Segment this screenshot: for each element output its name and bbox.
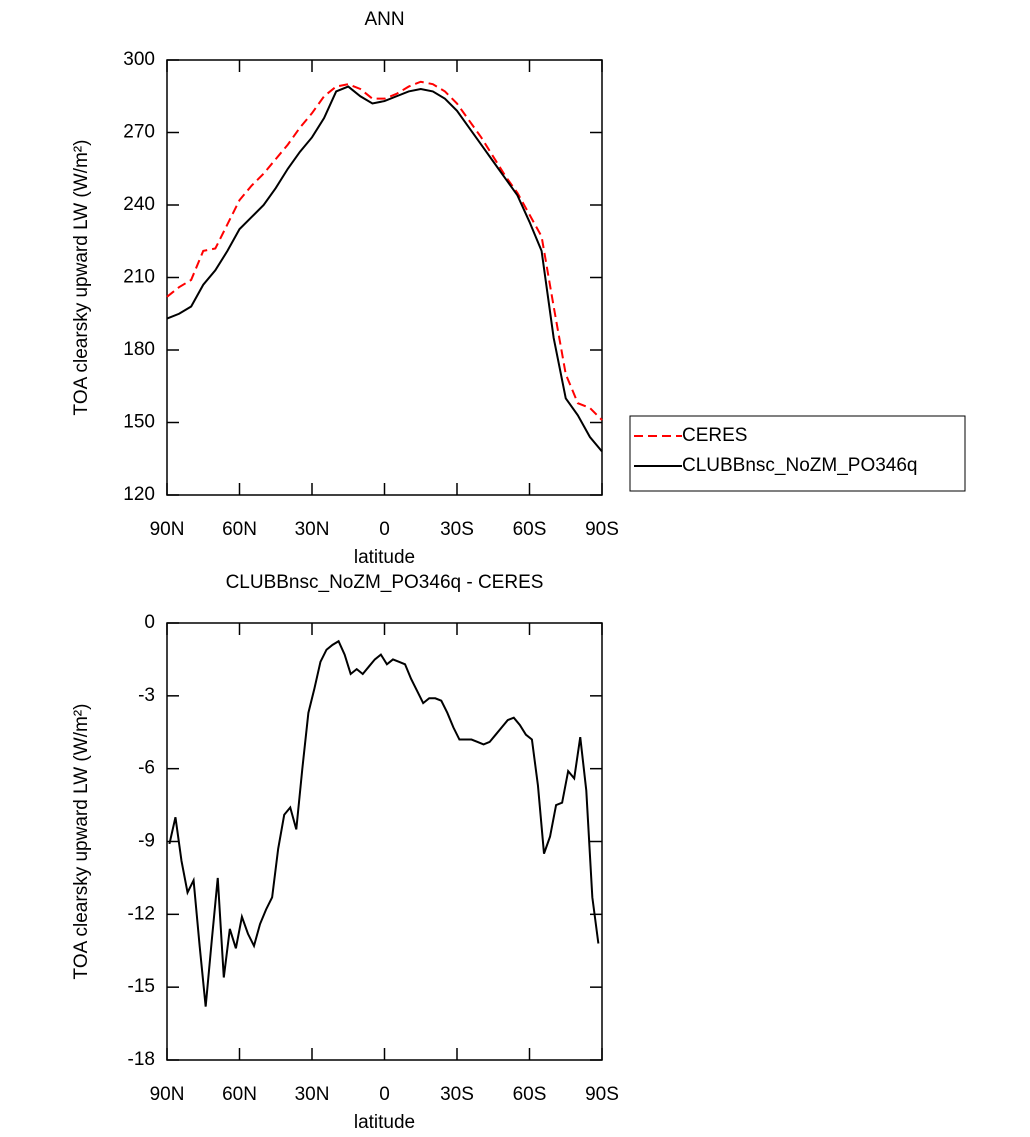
x-tick-label: 30S — [440, 1084, 474, 1105]
y-tick-label: -9 — [138, 831, 155, 852]
x-tick-label: 90N — [150, 1084, 185, 1105]
x-tick-label: 90S — [585, 519, 619, 540]
x-tick-label: 90S — [585, 1084, 619, 1105]
y-tick-label: 150 — [123, 412, 155, 433]
legend-label: CERES — [682, 425, 747, 446]
y-tick-label: 210 — [123, 267, 155, 288]
chart-title: ANN — [364, 9, 404, 30]
y-tick-label: -6 — [138, 758, 155, 779]
x-axis-label: latitude — [354, 547, 415, 568]
x-tick-label: 60S — [513, 1084, 547, 1105]
x-tick-label: 60N — [222, 519, 257, 540]
x-tick-label: 60S — [513, 519, 547, 540]
y-tick-label: 240 — [123, 194, 155, 215]
y-tick-label: -15 — [128, 976, 155, 997]
y-tick-label: 270 — [123, 122, 155, 143]
x-tick-label: 30S — [440, 519, 474, 540]
plot-frame — [166, 59, 603, 496]
x-tick-label: 30N — [295, 519, 330, 540]
y-tick-label: 300 — [123, 49, 155, 70]
x-tick-label: 0 — [379, 1084, 390, 1105]
legend-label: CLUBBnsc_NoZM_PO346q — [682, 455, 918, 476]
y-axis-label: TOA clearsky upward LW (W/m²) — [71, 140, 92, 416]
data-line — [168, 639, 600, 1007]
legend-box — [629, 415, 966, 492]
x-axis-label: latitude — [354, 1112, 415, 1133]
data-line — [166, 80, 603, 421]
chart-title: CLUBBnsc_NoZM_PO346q - CERES — [226, 572, 544, 593]
y-axis-label: TOA clearsky upward LW (W/m²) — [71, 704, 92, 980]
plot-frame — [166, 622, 603, 1061]
x-tick-label: 90N — [150, 519, 185, 540]
y-tick-label: 180 — [123, 339, 155, 360]
x-tick-label: 0 — [379, 519, 390, 540]
y-tick-label: -12 — [128, 903, 155, 924]
x-tick-label: 30N — [295, 1084, 330, 1105]
y-tick-label: 0 — [144, 612, 155, 633]
y-tick-label: 120 — [123, 484, 155, 505]
x-tick-label: 60N — [222, 1084, 257, 1105]
data-line — [166, 85, 603, 453]
y-tick-label: -3 — [138, 685, 155, 706]
y-tick-label: -18 — [128, 1049, 155, 1070]
